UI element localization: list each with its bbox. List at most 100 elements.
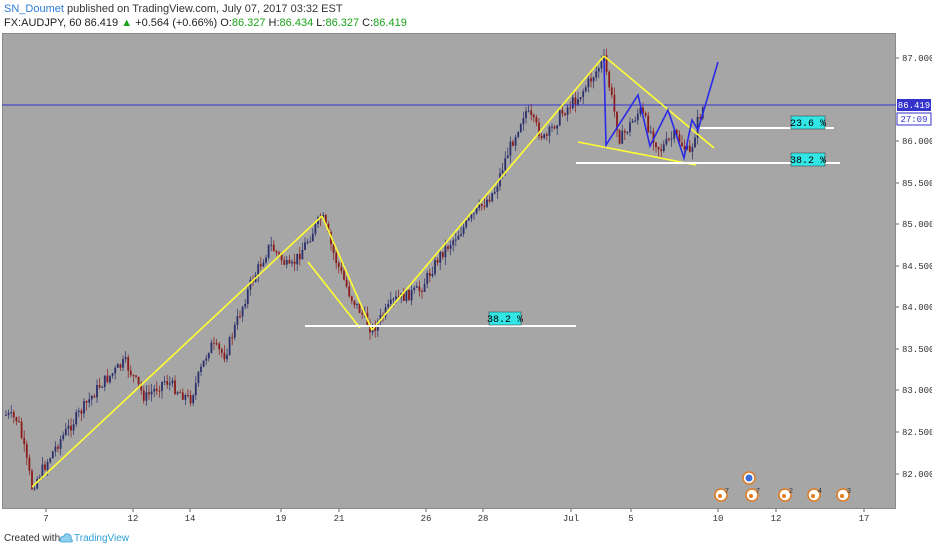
time-tick-label: 10: [713, 514, 724, 524]
candle-body: [460, 233, 462, 236]
candle-body: [577, 99, 579, 105]
candle-body: [652, 131, 655, 143]
candle-body: [249, 279, 252, 290]
time-scale[interactable]: [0, 509, 932, 527]
candle-body: [38, 477, 41, 479]
time-tick-label: 26: [421, 514, 432, 524]
candle-body: [124, 357, 127, 360]
time-tick-label: 7: [43, 514, 48, 524]
candle-body: [642, 107, 644, 114]
candle-body: [7, 413, 10, 415]
candle-body: [655, 142, 657, 147]
current-price-badge: [897, 99, 931, 111]
chart-pane[interactable]: [2, 33, 896, 509]
fib-levels[interactable]: 38.2 % 23.6 % 38.2 %: [305, 115, 840, 327]
time-tick-label: 28: [478, 514, 489, 524]
author-link[interactable]: SN_Doumet: [4, 3, 64, 15]
candle-body: [644, 113, 647, 116]
candle-body: [618, 130, 621, 144]
candle-body: [345, 279, 348, 287]
candle-body: [439, 251, 442, 263]
candle-body: [631, 120, 634, 123]
candle-body: [691, 147, 694, 152]
earnings-flag-icon[interactable]: 7: [745, 488, 760, 502]
event-icons[interactable]: 7 7 2 4 3: [714, 471, 851, 502]
candle-body: [423, 283, 426, 292]
tradingview-link[interactable]: TradingView: [74, 533, 130, 544]
earnings-flag-icon[interactable]: 4: [807, 488, 822, 502]
candle-body: [213, 342, 215, 344]
candle-body: [231, 337, 234, 339]
candle-body: [574, 97, 577, 105]
earnings-flag-icon[interactable]: 3: [836, 488, 851, 502]
price-tick-label: 85.500: [902, 179, 932, 189]
candle-body: [561, 110, 564, 114]
candle-body: [226, 354, 228, 360]
candle-body: [241, 306, 244, 317]
time-tick-label: Jul: [563, 514, 579, 524]
candle-body: [327, 224, 330, 233]
trendline[interactable]: [31, 215, 323, 488]
candle-body: [592, 77, 595, 82]
candle-body: [12, 412, 15, 418]
candle-body: [189, 395, 192, 404]
price-scale[interactable]: [896, 33, 932, 509]
candle-body: [335, 252, 338, 264]
candle-body: [46, 462, 49, 470]
candle-body: [202, 360, 205, 367]
event-count: 7: [756, 488, 760, 495]
trendline[interactable]: [307, 261, 361, 329]
blue-trendlines[interactable]: [603, 59, 719, 162]
candle-body: [480, 204, 483, 206]
candle-body: [265, 257, 267, 263]
candle-body: [33, 488, 36, 490]
earnings-flag-icon[interactable]: 2: [778, 488, 793, 502]
event-count: 7: [725, 488, 729, 495]
candle-body: [62, 435, 65, 440]
candle-body: [647, 115, 650, 132]
candle-body: [421, 291, 423, 293]
candle-body: [90, 395, 93, 400]
candle-body: [161, 381, 163, 391]
earnings-flag-icon[interactable]: 7: [714, 488, 729, 502]
candle-body: [486, 199, 488, 207]
candle-body: [623, 130, 626, 133]
yellow-trendlines[interactable]: [31, 55, 715, 488]
candle-body: [636, 113, 639, 121]
trendline[interactable]: [603, 55, 715, 149]
candle-body: [584, 87, 587, 92]
candle-body: [49, 458, 52, 463]
candle-body: [10, 412, 13, 414]
candle-body: [98, 384, 101, 388]
candle-body: [332, 244, 335, 253]
candle-body: [436, 259, 439, 263]
candle-body: [200, 366, 202, 372]
candle-body: [233, 324, 236, 338]
event-count: 4: [818, 488, 822, 495]
candle-body: [509, 141, 512, 156]
fib-label: 38.2 %: [790, 156, 826, 167]
trendline[interactable]: [371, 55, 605, 331]
globe-event-icon[interactable]: [742, 471, 756, 485]
chart-drawing[interactable]: 38.2 % 23.6 % 38.2 % 87.00086.00085.5008…: [0, 0, 932, 530]
candle-body: [155, 388, 158, 391]
price-tick-label: 84.500: [902, 262, 932, 272]
candle-body: [694, 137, 696, 148]
candle-body: [444, 246, 447, 258]
candle-body: [25, 444, 28, 458]
candle-body: [402, 293, 405, 301]
candle-body: [621, 130, 624, 144]
trendline[interactable]: [577, 141, 697, 166]
price-tick-label: 82.000: [902, 470, 932, 480]
candle-body: [361, 312, 364, 315]
zigzag-path[interactable]: [603, 59, 719, 162]
candle-body: [389, 299, 392, 304]
trendline[interactable]: [321, 215, 373, 331]
candle-body: [262, 262, 265, 267]
time-tick-label: 5: [628, 514, 633, 524]
symbol-name[interactable]: FX:AUDJPY, 60: [4, 17, 82, 29]
candle-body: [608, 71, 611, 88]
symbol-legend: FX:AUDJPY, 60 86.419 ▲ +0.564 (+0.66%) O…: [4, 17, 407, 29]
candle-body: [556, 125, 559, 129]
candle-body: [140, 384, 143, 391]
